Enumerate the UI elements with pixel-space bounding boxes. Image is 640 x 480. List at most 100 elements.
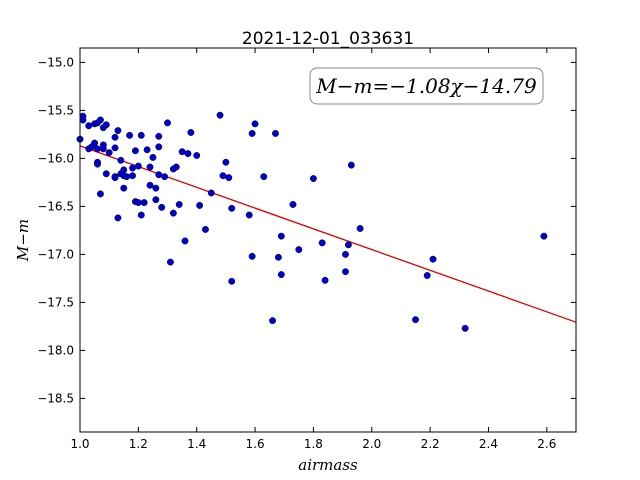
data-point — [289, 201, 297, 208]
data-point — [228, 277, 236, 285]
data-point — [143, 146, 151, 154]
data-point — [260, 173, 268, 181]
y-tick-label: −15.0 — [37, 55, 74, 69]
data-point — [126, 131, 134, 139]
data-point — [248, 129, 256, 137]
data-point — [134, 199, 142, 207]
x-tick-label: 1.8 — [304, 437, 323, 451]
data-point — [161, 173, 169, 181]
data-point — [228, 204, 236, 212]
data-point — [169, 209, 177, 217]
fit-equation: M−m=−1.08χ−14.79 — [315, 74, 537, 98]
x-axis: 1.0 1.2 1.4 1.6 1.8 2.0 2.2 2.4 2.6 — [70, 48, 556, 451]
x-tick-label: 1.0 — [70, 437, 89, 451]
data-point — [102, 121, 110, 129]
data-point — [111, 144, 119, 152]
data-point — [114, 214, 122, 222]
data-point — [129, 164, 136, 172]
data-point — [146, 163, 154, 171]
data-point — [120, 184, 128, 192]
data-point — [96, 116, 104, 124]
data-point — [309, 175, 317, 183]
data-point — [91, 139, 99, 147]
data-point — [102, 170, 110, 178]
y-tick-label: −18.0 — [37, 343, 74, 357]
data-point — [114, 127, 122, 135]
data-point — [342, 250, 349, 258]
data-point — [178, 148, 186, 156]
data-point — [79, 116, 87, 124]
data-point — [155, 171, 163, 179]
data-point — [85, 122, 93, 130]
x-axis-label: airmass — [298, 456, 358, 474]
data-point — [277, 232, 285, 240]
data-point — [344, 241, 352, 249]
data-point — [274, 253, 282, 261]
data-point — [429, 255, 437, 263]
chart-title: 2021-12-01_033631 — [242, 29, 414, 49]
plot-area — [80, 48, 576, 432]
data-point — [251, 120, 259, 128]
data-point — [222, 158, 230, 166]
data-point — [94, 160, 101, 168]
data-point — [99, 145, 107, 153]
data-point — [140, 199, 148, 207]
y-axis-label: M−m — [14, 219, 32, 262]
data-point — [129, 172, 136, 180]
data-point — [175, 201, 183, 208]
data-point — [356, 225, 364, 232]
data-point — [193, 152, 201, 159]
plot-frame — [79, 47, 577, 433]
annotation-frame — [309, 67, 544, 105]
data-point — [94, 145, 101, 153]
data-point — [111, 133, 119, 141]
data-point — [111, 174, 119, 182]
data-point — [269, 317, 277, 325]
data-point — [172, 163, 180, 171]
x-tick-label: 2.2 — [421, 437, 440, 451]
data-point — [184, 150, 192, 158]
data-point — [120, 166, 128, 174]
data-point — [105, 149, 113, 157]
x-tick-label: 1.4 — [187, 437, 206, 451]
data-point — [123, 173, 131, 181]
data-point — [152, 196, 160, 204]
y-tick-label: −16.5 — [37, 199, 74, 213]
data-point — [164, 119, 171, 127]
data-point — [318, 239, 326, 247]
data-point — [137, 131, 145, 139]
x-tick-label: 1.6 — [246, 437, 265, 451]
data-point — [245, 211, 253, 219]
data-point — [187, 129, 195, 136]
data-point — [96, 190, 104, 198]
data-point — [321, 276, 329, 284]
x-tick-label: 2.4 — [479, 437, 498, 451]
y-tick-label: −18.5 — [37, 391, 74, 405]
data-point — [196, 201, 204, 209]
data-point — [461, 324, 469, 332]
data-point — [540, 232, 548, 240]
y-tick-label: −17.5 — [37, 295, 74, 309]
data-point — [158, 203, 166, 211]
data-point — [225, 174, 233, 182]
data-point — [412, 316, 419, 324]
annotation-box: M−m=−1.08χ−14.79 — [309, 67, 544, 105]
data-points — [76, 111, 548, 332]
x-tick-label: 2.0 — [362, 437, 381, 451]
data-point — [342, 268, 349, 276]
data-point — [166, 258, 174, 266]
data-point — [423, 272, 431, 279]
y-axis: −15.0 −15.5 −16.0 −16.5 −17.0 −17.5 −18.0 −18.5 — [37, 55, 576, 405]
data-point — [134, 162, 142, 170]
data-point — [202, 225, 209, 233]
data-point — [181, 237, 189, 245]
data-point — [277, 271, 285, 279]
data-point — [295, 246, 303, 254]
data-point — [347, 161, 355, 169]
x-tick-label: 1.2 — [129, 437, 148, 451]
data-point — [131, 147, 139, 155]
data-point — [248, 252, 256, 260]
data-point — [152, 184, 160, 192]
data-point — [155, 143, 163, 151]
